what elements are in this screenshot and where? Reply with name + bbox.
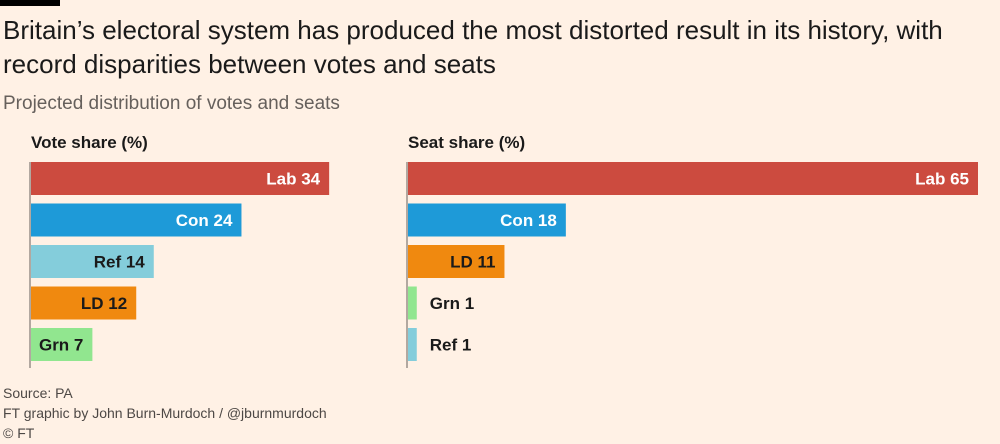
top-accent-bar <box>0 0 60 6</box>
source-note: Source: PA <box>3 385 73 401</box>
vote-bar-grn <box>31 328 93 361</box>
vote-label-ref: Ref 14 <box>94 253 146 272</box>
seat-label-con: Con 18 <box>500 211 557 230</box>
vote-bar-ref <box>31 245 154 278</box>
seat-label-ld: LD 11 <box>450 253 495 272</box>
vote-label-lab: Lab 34 <box>266 170 320 189</box>
seat-bar-grn <box>408 286 417 320</box>
chart-title: Britain’s electoral system has produced … <box>3 15 943 79</box>
seat-bar-con <box>408 203 566 237</box>
seat-bar-ld <box>408 245 505 278</box>
seat-label-lab: Lab 65 <box>915 170 969 189</box>
vote-label-ld: LD 12 <box>81 294 127 313</box>
seat-label-ref: Ref 1 <box>430 336 472 355</box>
vote-bar-lab <box>31 162 330 195</box>
vote-label-con: Con 24 <box>176 211 233 230</box>
seat-label-grn: Grn 1 <box>430 294 474 313</box>
seat-share-title: Seat share (%) <box>408 133 526 152</box>
seat-bar-ref <box>408 328 417 361</box>
vote-bar-ld <box>31 286 137 320</box>
vote-bar-con <box>31 203 242 237</box>
vote-share-title: Vote share (%) <box>31 133 148 152</box>
copyright-note: © FT <box>3 425 35 441</box>
graphic-credit: FT graphic by John Burn-Murdoch / @jburn… <box>3 405 327 421</box>
vote-label-grn: Grn 7 <box>39 336 83 355</box>
seat-bar-lab <box>408 162 978 195</box>
chart-subtitle: Projected distribution of votes and seat… <box>3 93 340 114</box>
